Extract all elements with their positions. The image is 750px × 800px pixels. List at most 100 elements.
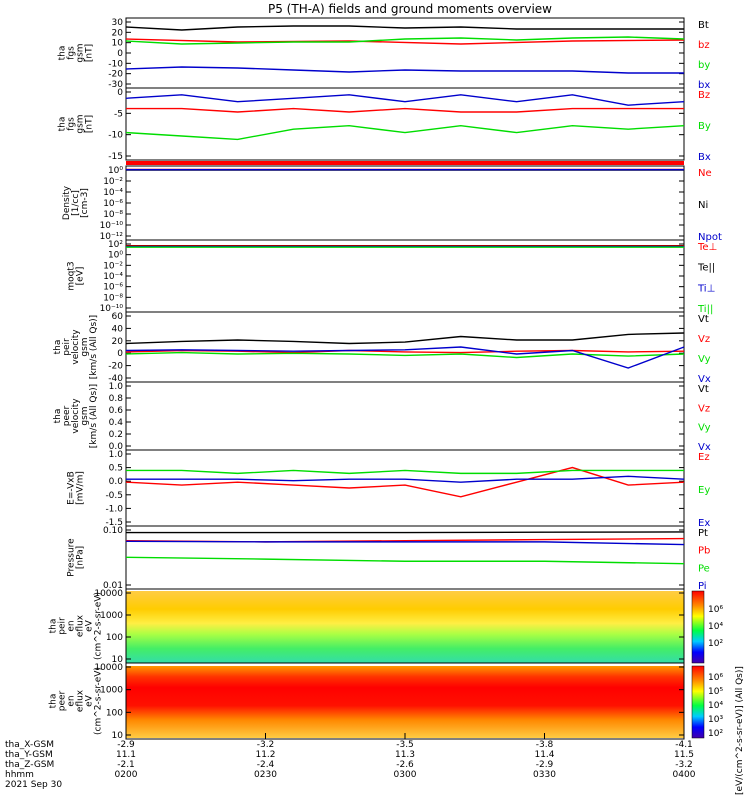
y-tick-label: 40 (112, 324, 124, 334)
y-axis-label: peir (62, 338, 72, 356)
legend-entry: Ni (698, 200, 708, 211)
y-axis-label: eflux (76, 614, 86, 637)
panel-2-frame (125, 87, 685, 161)
legend-entry: Te|| (697, 263, 715, 274)
y-tick-label: 0.6 (109, 406, 124, 416)
y-tick-label: 30 (112, 18, 124, 28)
y-axis-label: eflux (76, 689, 86, 712)
y-axis-label: [nPa] (76, 546, 86, 569)
y-tick-label: 0 (117, 88, 123, 98)
legend-entry: Ne (698, 168, 712, 179)
y-axis-label: eV (85, 694, 95, 707)
y-axis-label: tha (49, 694, 59, 709)
y-tick-label: 0.4 (109, 418, 124, 428)
x-row-value: -2.6 (396, 760, 414, 770)
y-tick-label: 0.01 (103, 581, 123, 591)
legend-entry: Ex (698, 518, 710, 529)
y-axis-label: [km/s (All Qs)] (89, 315, 99, 379)
legend-entry: bx (698, 80, 710, 91)
y-tick-label: 10⁻⁸ (103, 293, 123, 303)
y-axis-label: tha (49, 619, 59, 634)
x-row-value: 0300 (394, 770, 417, 780)
y-tick-label: -20 (108, 362, 123, 372)
y-tick-label: 20 (112, 337, 124, 347)
y-axis-label: en (67, 620, 77, 631)
y-axis-label: en (67, 695, 77, 706)
x-row-name: hhmm (5, 770, 34, 780)
legend-entry: Vy (698, 423, 711, 434)
y-tick-label: 10 (112, 39, 124, 49)
series-line-Bz (126, 107, 684, 113)
series-line-Pt (126, 531, 685, 534)
y-tick-label: 10⁻⁶ (103, 283, 123, 293)
series-line-Ex (126, 475, 685, 483)
y-tick-label: 10⁻⁶ (103, 199, 123, 209)
y-tick-label: 1.0 (109, 450, 124, 460)
y-tick-label: 10000 (94, 589, 123, 599)
y-axis-label: [mV/m] (76, 471, 86, 505)
y-axis-label: tha (58, 46, 68, 61)
y-axis-label: fgs (67, 117, 77, 131)
date-label: 2021 Sep 30 (5, 780, 62, 790)
x-row-name: tha_Y-GSM (5, 750, 53, 760)
series-line-Ez (125, 466, 685, 498)
y-axis-label: Pressure (67, 538, 77, 577)
legend-entry: Pb (698, 546, 710, 557)
y-axis-label: gsm (76, 114, 86, 133)
series-line-By (125, 125, 685, 141)
y-axis-label: [1/cc] (71, 190, 81, 216)
electron-spectrogram (126, 666, 684, 738)
y-tick-label: -15 (108, 152, 123, 162)
y-tick-label: -40 (108, 374, 123, 384)
x-row-value: 0200 (115, 770, 138, 780)
x-row-value: -2.4 (257, 760, 275, 770)
legend-entry: Te⊥ (697, 242, 717, 253)
y-axis-label: [eV] (76, 267, 86, 286)
legend-entry: Npot (698, 232, 722, 243)
y-axis-label: peer (58, 690, 68, 711)
y-tick-label: 1000 (100, 686, 123, 696)
legend-entry: by (698, 60, 710, 71)
y-axis-label: Density (62, 185, 72, 220)
x-row-value: 11.3 (395, 750, 415, 760)
series-line-Bx (125, 94, 685, 106)
colorbar-tick: 10² (708, 729, 723, 739)
figure-title: P5 (TH-A) fields and ground moments over… (268, 2, 552, 16)
legend-entry: Bz (698, 90, 710, 101)
y-axis-label: peir (58, 617, 68, 635)
x-row-value: 11.5 (674, 750, 694, 760)
y-axis-label: peer (62, 405, 72, 426)
legend-entry: Bx (698, 152, 711, 163)
y-axis-label: E=-VxB (67, 471, 77, 505)
panel-7-frame (125, 449, 685, 527)
y-tick-label: 10 (112, 731, 124, 741)
y-tick-label: 10 (112, 655, 124, 665)
y-axis-label: gsm (80, 406, 90, 425)
y-tick-label: 0 (117, 49, 123, 59)
colorbar-tick: 10⁶ (708, 673, 723, 683)
y-axis-label: (cm^2-s-sr-eV) (94, 592, 104, 660)
legend-entry: Vt (698, 314, 709, 325)
legend-entry: bz (698, 40, 710, 51)
y-tick-label: -30 (108, 80, 123, 90)
y-tick-label: 1000 (100, 611, 123, 621)
ion-spectrogram (126, 591, 684, 663)
y-tick-label: 100 (106, 708, 123, 718)
y-tick-label: -1.0 (105, 504, 123, 514)
x-row-value: 0330 (533, 770, 556, 780)
y-tick-label: -1.5 (105, 518, 123, 528)
y-axis-label: [nT] (85, 44, 95, 62)
y-tick-label: 10⁻¹² (100, 232, 124, 242)
x-row-value: -3.5 (396, 740, 414, 750)
series-line-Bt (125, 25, 684, 31)
y-axis-label: moqt3 (67, 261, 77, 290)
y-tick-label: 20 (112, 28, 124, 38)
y-tick-label: 10⁻⁴ (103, 188, 123, 198)
legend-entry: Ti⊥ (697, 283, 715, 294)
panel-8-frame (125, 525, 685, 590)
y-tick-label: 10⁻¹⁰ (100, 304, 124, 314)
y-tick-label: 10⁻⁸ (103, 210, 123, 220)
y-axis-label: velocity (71, 329, 81, 365)
y-tick-label: 10² (108, 240, 123, 250)
